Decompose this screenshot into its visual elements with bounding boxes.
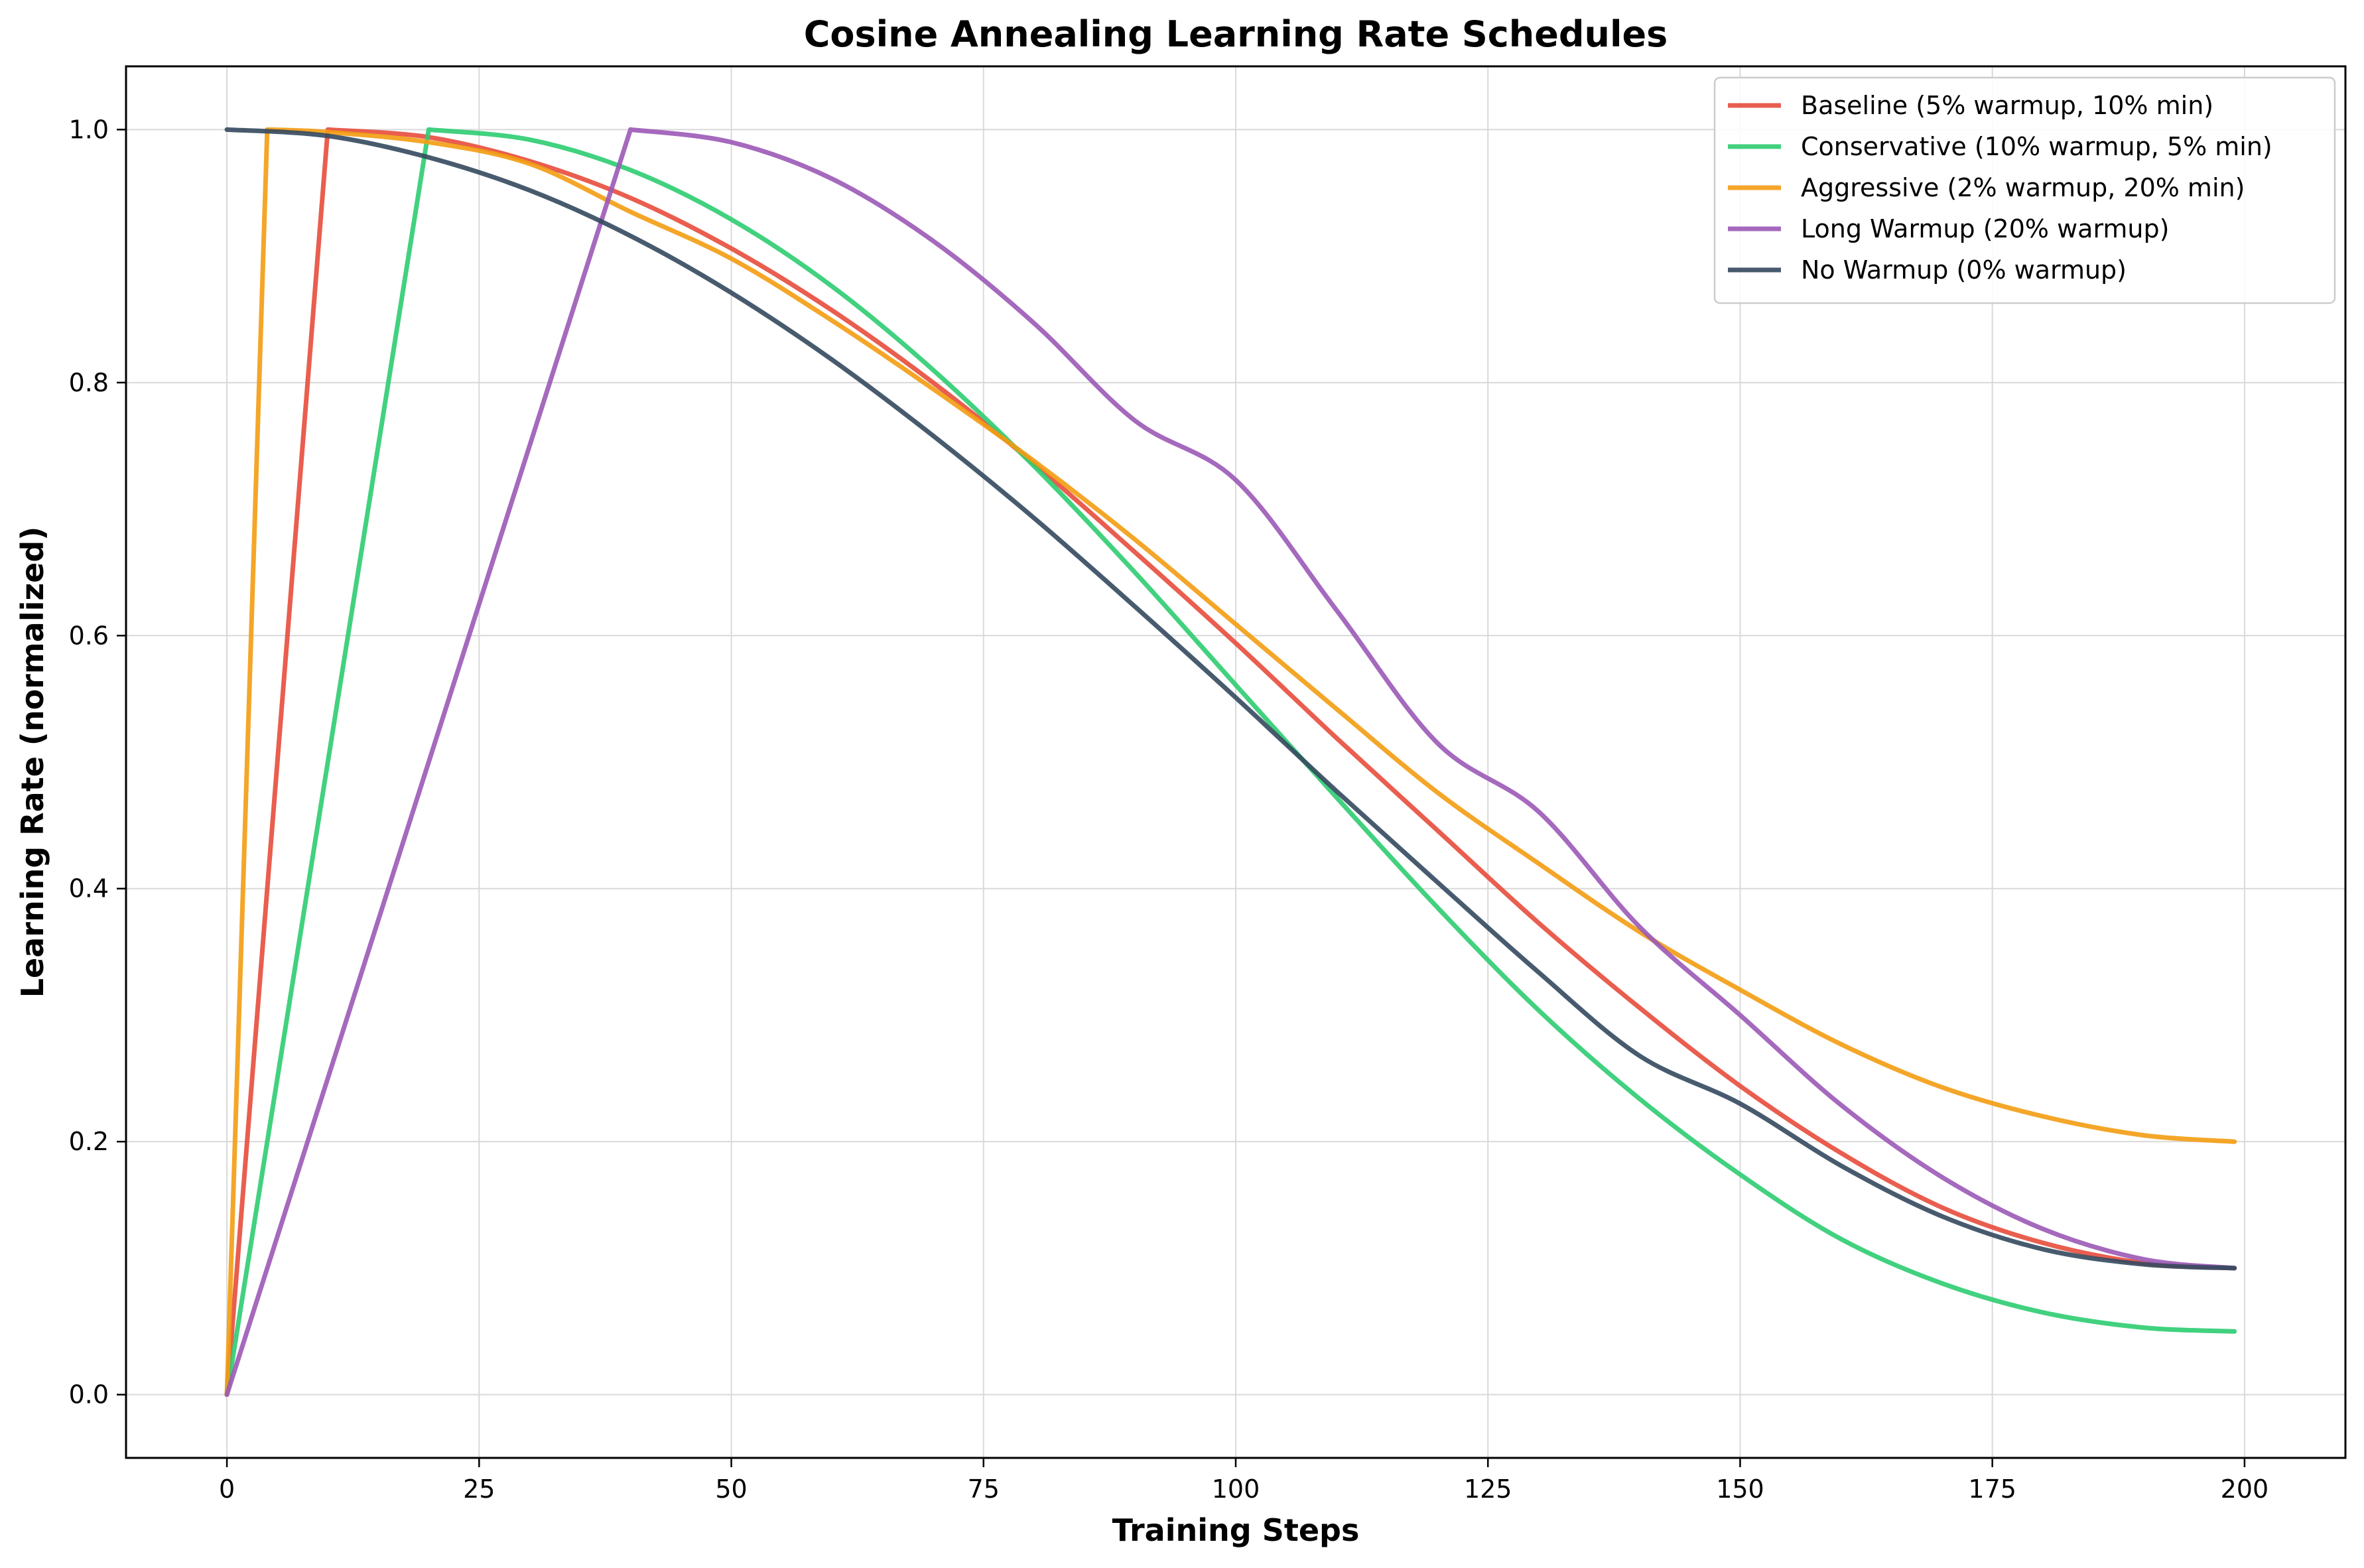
x-axis-label: Training Steps [1112,1512,1360,1548]
x-tick-label: 25 [463,1474,495,1504]
y-tick-label: 0.2 [69,1127,109,1156]
legend-entry-label: Baseline (5% warmup, 10% min) [1801,91,2213,120]
y-tick-label: 0.0 [69,1380,109,1409]
legend-entry-label: Aggressive (2% warmup, 20% min) [1801,173,2245,202]
y-tick-label: 1.0 [69,115,109,144]
x-tick-label: 100 [1212,1474,1260,1504]
legend-box [1713,76,2336,304]
legend-entry-label: No Warmup (0% warmup) [1801,255,2127,285]
x-tick-label: 75 [968,1474,1000,1504]
x-tick-label: 150 [1716,1474,1764,1504]
series-line-3 [224,127,2237,1398]
axis-ticks: 0 25 50 75 100 125 150 175 200 0.0 0.2 0.4 0.6 0.8 1.0 [69,115,2269,1504]
series-line-1 [224,127,2237,1398]
x-tick-label: 125 [1464,1474,1512,1504]
x-tick-label: 200 [2221,1474,2269,1504]
x-tick-label: 175 [1968,1474,2016,1504]
series-line-2 [224,127,2237,1398]
series-line-5 [224,127,2237,1271]
legend: Baseline (5% warmup, 10% min) Conservativ… [1713,76,2336,304]
chart-title: Cosine Annealing Learning Rate Schedules [804,13,1668,55]
x-tick-label: 0 [219,1474,235,1504]
y-axis-label: Learning Rate (normalized) [15,527,50,998]
grid [126,66,2345,1458]
y-tick-label: 0.8 [69,368,109,397]
series-lines [224,127,2237,1398]
y-tick-label: 0.6 [69,621,109,650]
legend-entry-label: Long Warmup (20% warmup) [1801,214,2169,243]
series-line-4 [224,127,2237,1398]
y-tick-label: 0.4 [69,874,109,903]
legend-entry-label: Conservative (10% warmup, 5% min) [1801,132,2272,161]
x-tick-label: 50 [715,1474,747,1504]
